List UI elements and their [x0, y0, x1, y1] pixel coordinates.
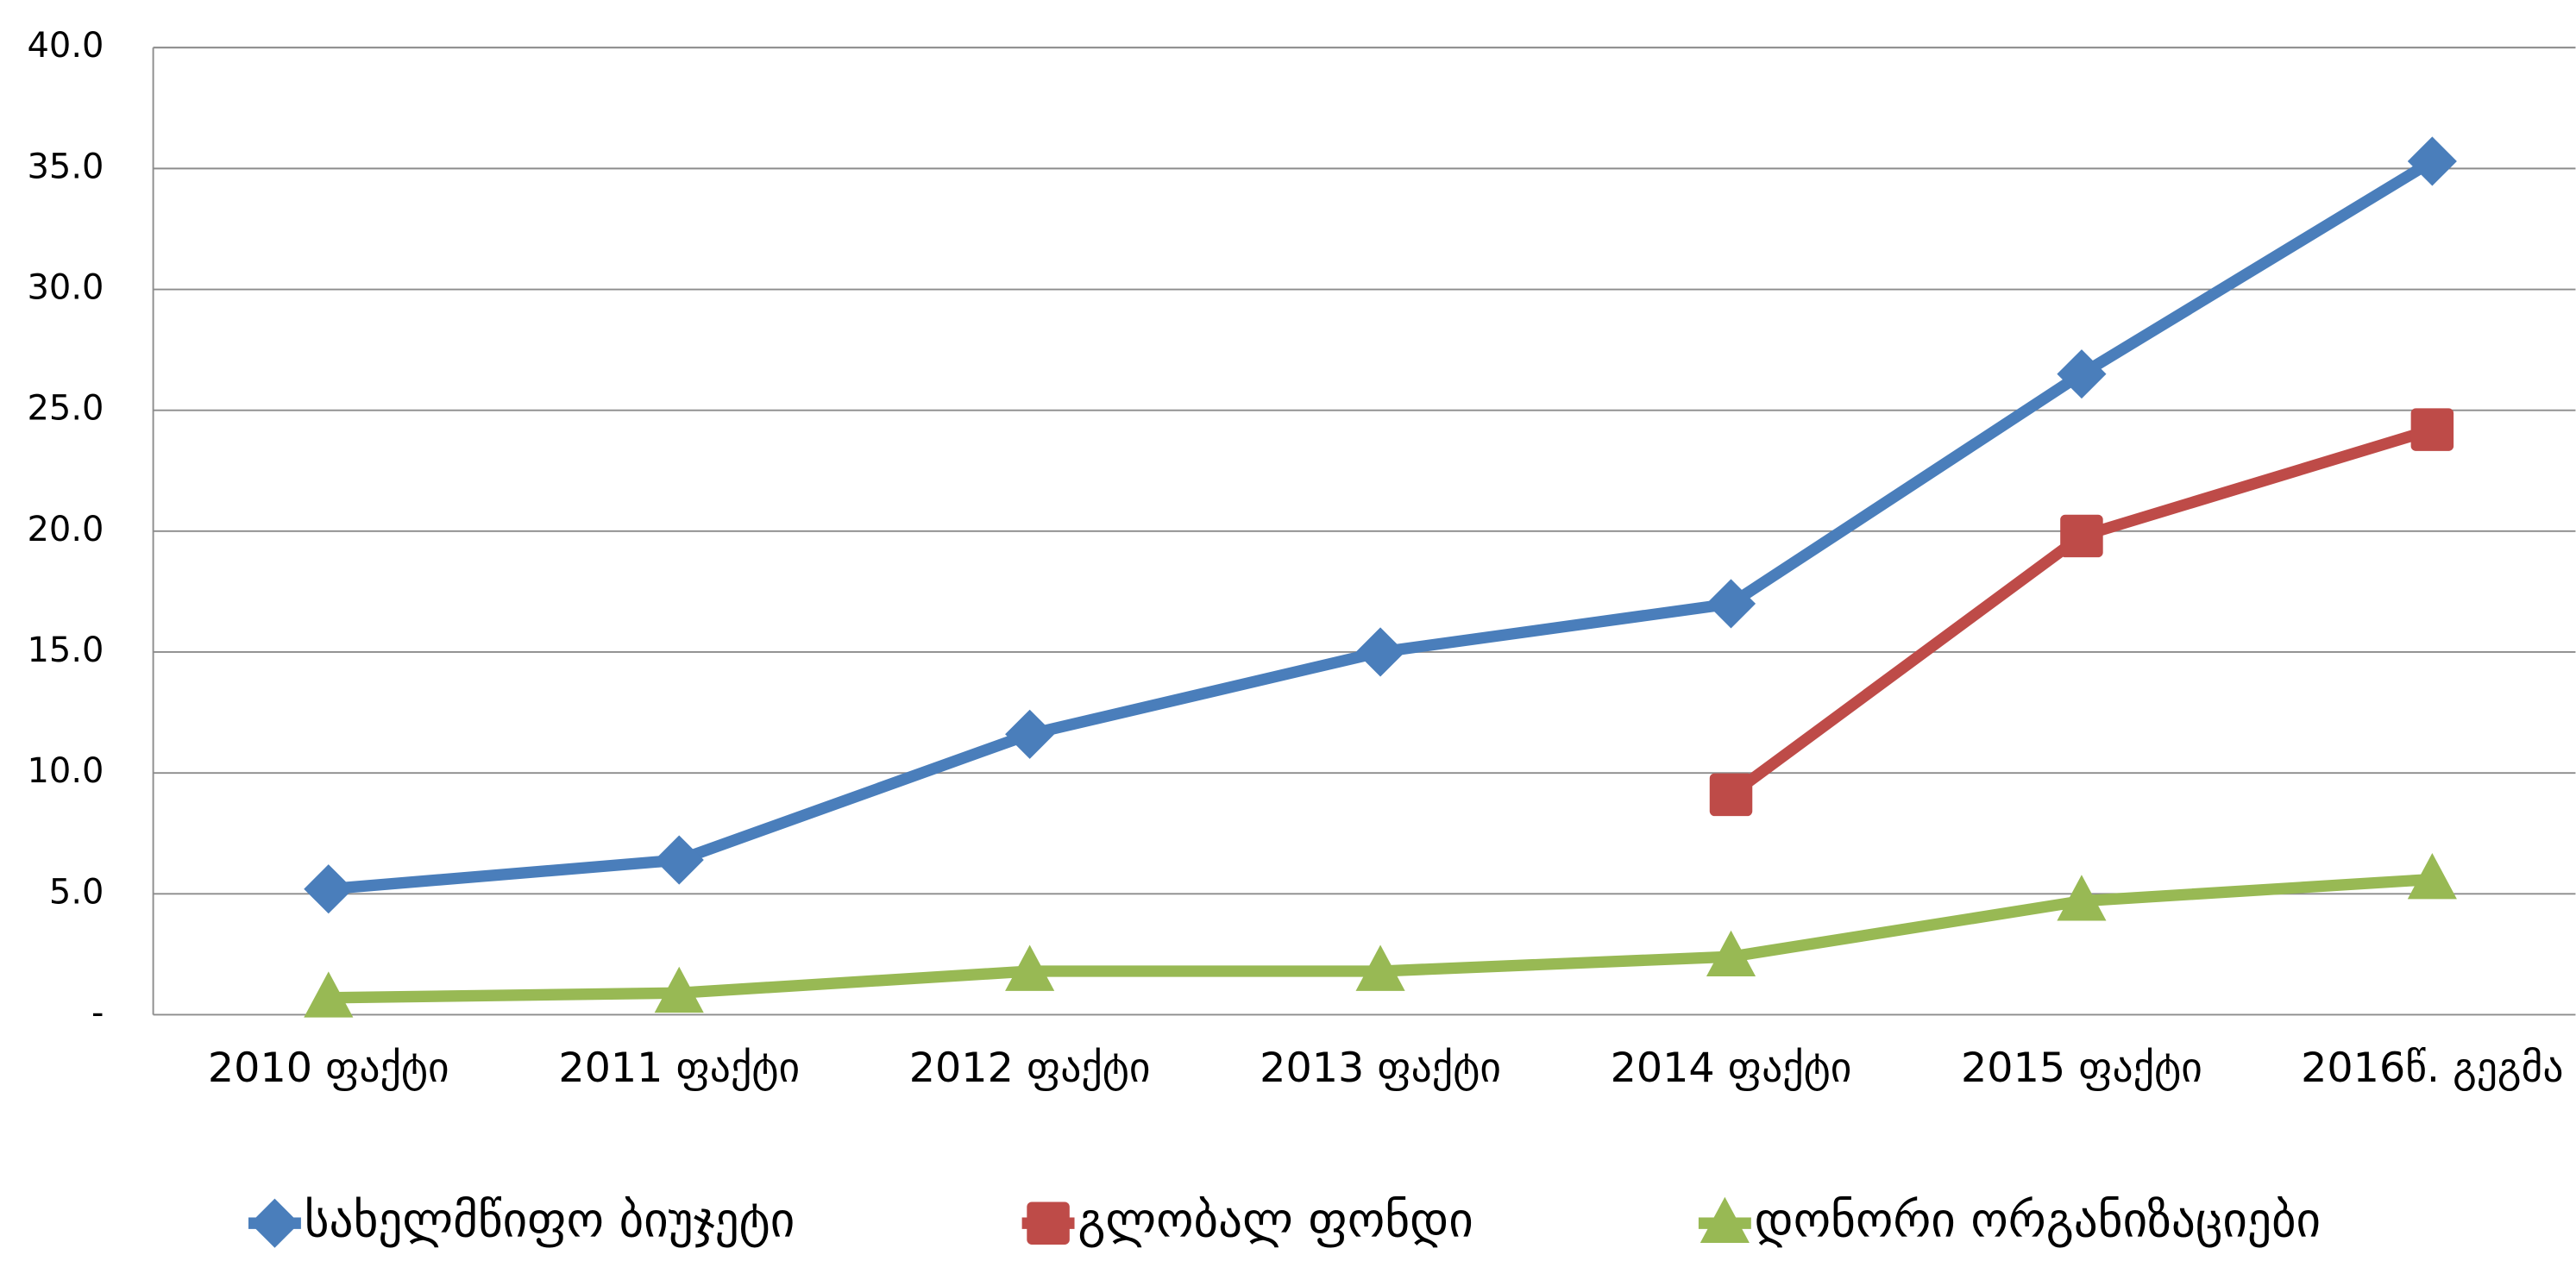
x-tick-label: 2010 ფაქტი: [208, 1045, 449, 1092]
legend-label: გლობალ ფონდი: [1078, 1193, 1473, 1248]
marker: [2407, 853, 2457, 900]
x-tick-label: 2014 ფაქტი: [1611, 1045, 1852, 1092]
y-tick-label: 10.0: [27, 751, 104, 791]
marker: [2407, 136, 2457, 186]
marker: [1709, 773, 1753, 817]
marker: [304, 971, 354, 1018]
marker: [1355, 944, 1405, 991]
y-tick-label: 25.0: [27, 389, 104, 429]
y-tick-label: -: [91, 993, 104, 1032]
y-tick-label: 20.0: [27, 510, 104, 549]
marker: [2057, 875, 2107, 921]
marker: [1027, 1201, 1070, 1245]
y-tick-label: 15.0: [27, 630, 104, 670]
marker: [1706, 579, 1756, 629]
marker: [304, 864, 354, 914]
marker: [1005, 944, 1055, 991]
x-tick-label: 2015 ფაქტი: [1961, 1045, 2202, 1092]
marker: [1355, 627, 1405, 677]
marker: [1005, 709, 1055, 759]
marker: [654, 835, 704, 885]
x-tick-label: 2016წ. გეგმა: [2301, 1045, 2563, 1092]
y-tick-label: 35.0: [27, 147, 104, 186]
marker: [1706, 930, 1756, 977]
marker: [249, 1198, 300, 1248]
marker: [2410, 408, 2454, 451]
x-tick-label: 2013 ფაქტი: [1260, 1045, 1501, 1092]
marker: [1700, 1196, 1750, 1244]
legend-label: სახელმწიფო ბიუჯეტი: [305, 1193, 795, 1248]
series-line: [1727, 423, 2435, 800]
y-tick-label: 5.0: [49, 872, 104, 912]
marker: [2060, 514, 2103, 558]
legend-label: დონორი ორგანიზაციები: [1755, 1193, 2321, 1248]
x-tick-label: 2011 ფაქტი: [558, 1045, 800, 1092]
x-tick-label: 2012 ფაქტი: [909, 1045, 1151, 1092]
y-tick-label: 30.0: [27, 268, 104, 308]
marker: [2057, 349, 2107, 399]
marker: [654, 966, 704, 1013]
y-tick-label: 40.0: [27, 26, 104, 66]
